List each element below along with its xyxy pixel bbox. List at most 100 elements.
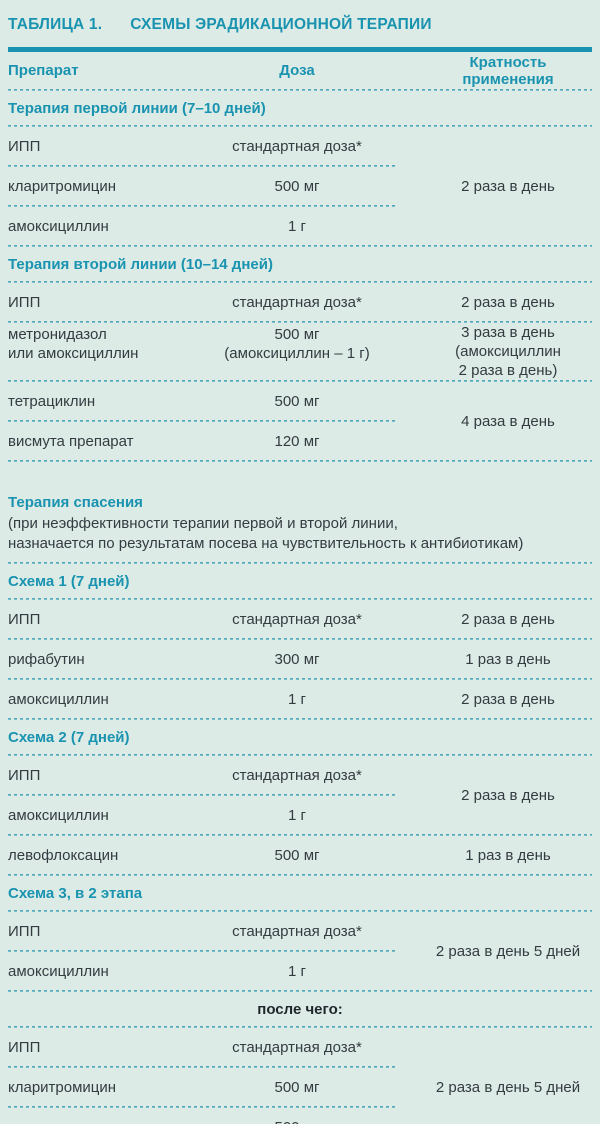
- drug-cell: метронидазол или амоксициллин: [8, 326, 139, 362]
- therapy-group-rows: ИПП стандартная доза* амоксициллин 1 г: [8, 912, 398, 990]
- therapy-group: амоксициллин 1 г 2 раза в день: [8, 680, 592, 718]
- dotted-divider: [8, 89, 592, 91]
- table-row: ИПП стандартная доза*: [8, 600, 398, 638]
- table-row: рифабутин 300 мг: [8, 640, 398, 678]
- drug-cell: амоксициллин: [8, 690, 109, 708]
- table-row: тетрациклин 500 мг: [8, 382, 398, 420]
- drug-cell: ИПП: [8, 922, 41, 940]
- table-row: амоксициллин 1 г: [8, 207, 398, 245]
- dotted-divider: [8, 562, 592, 564]
- drug-cell: левофлоксацин: [8, 846, 119, 864]
- therapy-group-rows: ИПП стандартная доза* амоксициллин 1 г: [8, 756, 398, 834]
- after-which-label: после чего:: [257, 1000, 343, 1018]
- frequency-cell: 2 раза в день: [461, 293, 555, 311]
- dotted-divider: [8, 910, 592, 912]
- partial-dotted-divider: [8, 950, 398, 952]
- section-gap: [8, 462, 592, 486]
- drug-cell: ИПП: [8, 293, 41, 311]
- dose-cell: стандартная доза*: [232, 610, 362, 628]
- table-row: ИПП стандартная доза*: [8, 912, 398, 950]
- table-row: тинидазол500 мг: [8, 1108, 398, 1124]
- therapy-group-rows: ИПП стандартная доза*: [8, 283, 398, 321]
- table-body: Терапия первой линии (7–10 дней) ИПП станд…: [8, 91, 592, 1124]
- frequency-cell: 2 раза в день: [461, 786, 555, 804]
- dose-cell: стандартная доза*: [232, 766, 362, 784]
- dotted-divider: [8, 281, 592, 283]
- partial-dotted-divider: [8, 1106, 398, 1108]
- section-header-label: Терапия второй линии (10–14 дней): [8, 255, 273, 273]
- dotted-divider: [8, 678, 592, 680]
- table-row: левофлоксацин 500 мг: [8, 836, 398, 874]
- dotted-divider: [8, 718, 592, 720]
- table-row: ИПП стандартная доза*: [8, 127, 398, 165]
- dose-cell: 1 г: [288, 217, 306, 235]
- table-caption: СХЕМЫ ЭРАДИКАЦИОННОЙ ТЕРАПИИ: [130, 16, 432, 33]
- drug-cell: ИПП: [8, 1038, 41, 1056]
- therapy-group: ИПП стандартная доза* 2 раза в день: [8, 283, 592, 321]
- table-title: ТАБЛИЦА 1. СХЕМЫ ЭРАДИКАЦИОННОЙ ТЕРАПИИ: [8, 16, 592, 34]
- drug-cell: амоксициллин: [8, 806, 109, 824]
- rescue-therapy-note-line: назначается по результатам посева на чув…: [8, 535, 524, 552]
- table-row: ИПП стандартная доза*: [8, 283, 398, 321]
- therapy-group: ИПП стандартная доза* кларитромицин 500 мг а…: [8, 127, 592, 245]
- section-header-label: Терапия первой линии (7–10 дней): [8, 99, 266, 117]
- partial-dotted-divider: [8, 165, 398, 167]
- table-row: метронидазол или амоксициллин 500 мг (амо…: [8, 323, 398, 365]
- table-row: амоксициллин 1 г: [8, 680, 398, 718]
- section-header: Схема 2 (7 дней): [8, 720, 592, 754]
- partial-dotted-divider: [8, 794, 398, 796]
- dose-cell: стандартная доза*: [232, 1038, 362, 1056]
- dose-cell: 500 мг: [274, 392, 320, 410]
- section-header-label: Схема 2 (7 дней): [8, 728, 130, 746]
- top-rule: [8, 47, 592, 52]
- drug-cell: тетрациклин: [8, 392, 96, 410]
- dotted-divider: [8, 834, 592, 836]
- dotted-divider: [8, 638, 592, 640]
- dose-cell: 300 мг: [274, 650, 320, 668]
- dose-cell: стандартная доза*: [232, 137, 362, 155]
- section-header: Схема 1 (7 дней): [8, 564, 592, 598]
- frequency-cell: 1 раз в день: [465, 650, 551, 668]
- therapy-group-rows: ИПП стандартная доза* кларитромицин 500 мг а…: [8, 127, 398, 245]
- dose-cell: 500 мг: [274, 177, 320, 195]
- partial-dotted-divider: [8, 1066, 398, 1068]
- dose-cell: 1 г: [288, 962, 306, 980]
- dotted-divider: [8, 598, 592, 600]
- dotted-divider: [8, 1026, 592, 1028]
- column-header-drug: Препарат: [8, 62, 79, 79]
- drug-cell: рифабутин: [8, 650, 85, 668]
- dotted-divider: [8, 245, 592, 247]
- rescue-therapy-title: Терапия спасения: [8, 493, 143, 511]
- section-header-label: Схема 3, в 2 этапа: [8, 884, 143, 902]
- section-header: Схема 3, в 2 этапа: [8, 876, 592, 910]
- therapy-group-rows: ИПП стандартная доза*: [8, 600, 398, 638]
- drug-cell: тинидазол: [8, 1118, 196, 1124]
- section-header: Терапия первой линии (7–10 дней): [8, 91, 592, 125]
- drug-cell: ИПП: [8, 137, 41, 155]
- frequency-cell: 2 раза в день 5 дней: [435, 1078, 581, 1096]
- therapy-group-rows: метронидазол или амоксициллин 500 мг (амо…: [8, 323, 398, 380]
- dose-cell: стандартная доза*: [232, 293, 362, 311]
- frequency-cell: 2 раза в день: [461, 690, 555, 708]
- drug-cell: висмута препарат: [8, 432, 134, 450]
- frequency-cell: 1 раз в день: [465, 846, 551, 864]
- drug-cell: ИПП: [8, 766, 41, 784]
- table-row: висмута препарат 120 мг: [8, 422, 398, 460]
- dose-cell: 120 мг: [274, 432, 320, 450]
- dose-cell: 500 мг: [274, 1078, 320, 1096]
- dose-cell: 1 г: [288, 806, 306, 824]
- column-header-dose: Доза: [279, 62, 315, 79]
- drug-cell: ИПП: [8, 610, 41, 628]
- therapy-group: левофлоксацин 500 мг 1 раз в день: [8, 836, 592, 874]
- therapy-group-rows: рифабутин 300 мг: [8, 640, 398, 678]
- table-row: кларитромицин 500 мг: [8, 1068, 398, 1106]
- frequency-cell: 3 раза в день (амоксициллин 2 раза в ден…: [455, 324, 561, 379]
- dotted-divider: [8, 754, 592, 756]
- dose-cell: 500 мг: [274, 846, 320, 864]
- table-number: ТАБЛИЦА 1.: [8, 16, 103, 33]
- dotted-divider: [8, 380, 592, 382]
- dotted-divider: [8, 321, 592, 323]
